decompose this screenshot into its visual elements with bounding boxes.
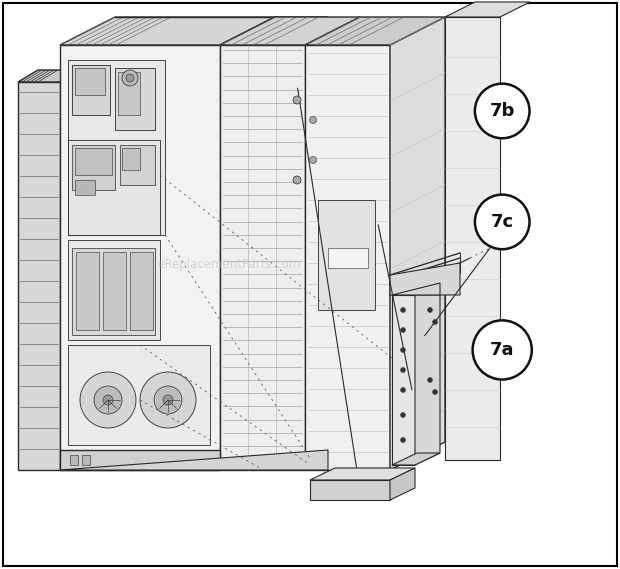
Polygon shape <box>130 252 153 330</box>
Polygon shape <box>115 68 155 130</box>
Polygon shape <box>75 68 105 95</box>
Circle shape <box>401 387 405 393</box>
Circle shape <box>433 320 438 324</box>
Circle shape <box>293 96 301 104</box>
Polygon shape <box>70 455 78 465</box>
Polygon shape <box>72 248 155 335</box>
Circle shape <box>309 117 316 123</box>
Polygon shape <box>390 468 415 500</box>
Polygon shape <box>220 17 360 45</box>
Polygon shape <box>18 70 80 82</box>
Polygon shape <box>60 45 220 470</box>
Polygon shape <box>60 17 275 45</box>
Polygon shape <box>445 17 500 460</box>
Polygon shape <box>122 148 140 170</box>
Circle shape <box>103 395 113 405</box>
Circle shape <box>401 438 405 443</box>
Polygon shape <box>392 295 415 465</box>
Polygon shape <box>392 283 440 295</box>
Polygon shape <box>310 468 415 480</box>
Circle shape <box>428 307 433 312</box>
Polygon shape <box>103 252 126 330</box>
Circle shape <box>401 328 405 332</box>
Polygon shape <box>118 72 140 115</box>
Polygon shape <box>445 2 530 17</box>
Polygon shape <box>120 145 155 185</box>
Polygon shape <box>390 17 445 470</box>
Circle shape <box>126 74 134 82</box>
Circle shape <box>154 386 182 414</box>
Polygon shape <box>60 450 328 470</box>
Circle shape <box>401 368 405 373</box>
Circle shape <box>401 413 405 418</box>
Text: 7b: 7b <box>490 102 515 120</box>
Polygon shape <box>68 345 210 445</box>
Polygon shape <box>76 252 99 330</box>
Circle shape <box>309 156 316 163</box>
Polygon shape <box>220 17 328 45</box>
Circle shape <box>140 372 196 428</box>
Polygon shape <box>68 140 160 235</box>
Circle shape <box>122 70 138 86</box>
Circle shape <box>428 377 433 382</box>
Circle shape <box>433 390 438 394</box>
Polygon shape <box>82 455 90 465</box>
Polygon shape <box>392 453 440 465</box>
Polygon shape <box>75 180 95 195</box>
Polygon shape <box>328 248 368 268</box>
Polygon shape <box>68 240 160 340</box>
Polygon shape <box>318 200 375 310</box>
Polygon shape <box>310 480 390 500</box>
Text: eReplacementParts.com: eReplacementParts.com <box>157 258 301 271</box>
Polygon shape <box>305 45 390 470</box>
Polygon shape <box>390 263 460 295</box>
Circle shape <box>293 176 301 184</box>
Polygon shape <box>220 45 305 470</box>
Circle shape <box>472 320 532 380</box>
Circle shape <box>475 195 529 249</box>
Circle shape <box>475 84 529 138</box>
Polygon shape <box>18 82 60 470</box>
Circle shape <box>80 372 136 428</box>
Polygon shape <box>60 450 220 470</box>
Polygon shape <box>305 17 445 45</box>
Text: 7c: 7c <box>490 213 514 231</box>
Polygon shape <box>75 148 112 175</box>
Polygon shape <box>72 65 110 115</box>
Circle shape <box>401 307 405 312</box>
Polygon shape <box>72 145 115 190</box>
Circle shape <box>401 348 405 353</box>
Polygon shape <box>415 283 440 465</box>
Text: 7a: 7a <box>490 341 515 359</box>
Polygon shape <box>68 60 165 235</box>
Circle shape <box>163 395 173 405</box>
Circle shape <box>94 386 122 414</box>
